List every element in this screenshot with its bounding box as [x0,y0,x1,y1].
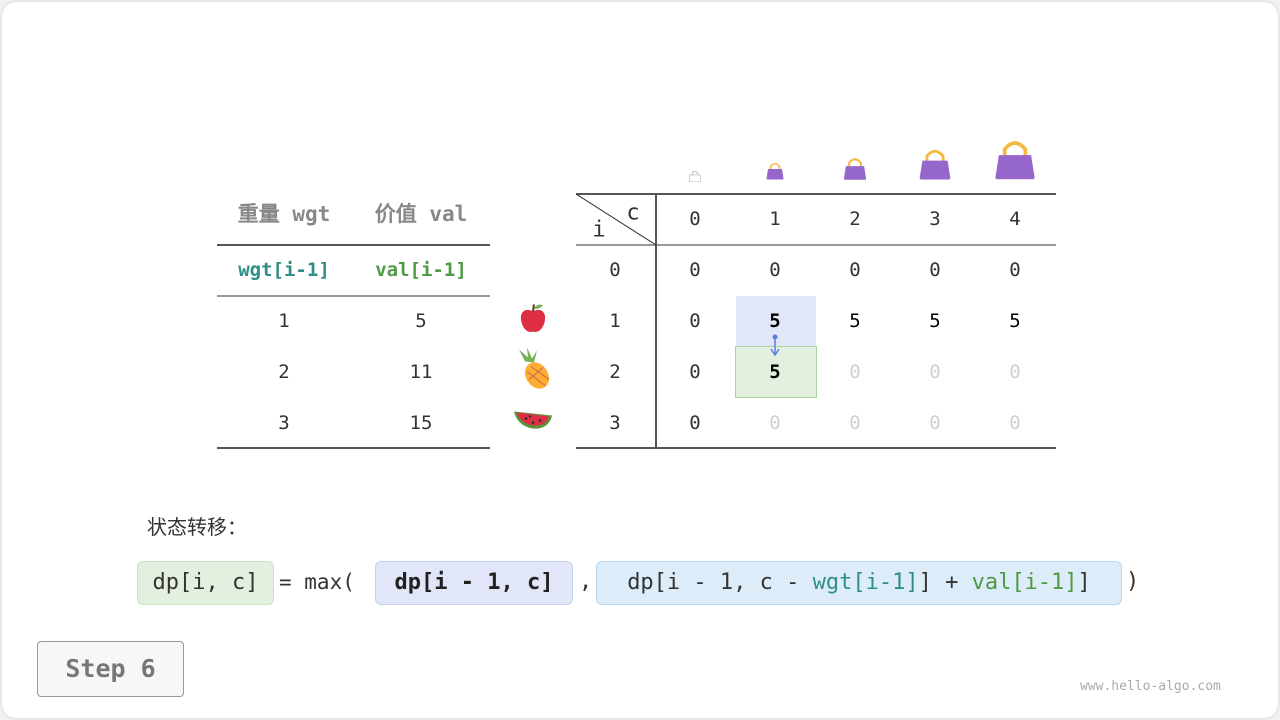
close-paren: ) [1126,569,1140,594]
watermark: www.hello-algo.com [1080,679,1221,694]
bag-empty-icon [688,167,702,186]
dp-cell: 0 [689,259,701,281]
dp-cell: 0 [849,259,861,281]
col-header: 1 [769,208,781,230]
arg2-wgt: wgt[i-1] [812,570,919,595]
row-header: 0 [609,259,621,281]
arrow-down-icon [770,334,780,357]
dp-cell: 0 [769,412,781,434]
dp-cell: 5 [769,361,781,383]
corner-diagonal [576,194,656,246]
comma: , [579,569,593,594]
subheader-wgt: wgt[i-1] [238,259,330,281]
dp-cell: 0 [689,361,701,383]
arg2-mid: ] + [918,570,972,595]
divider [217,295,490,297]
transition-label: 状态转移： [147,515,247,539]
item-weight: 1 [278,310,290,332]
watermelon-icon [512,406,554,441]
row-header: 3 [609,412,621,434]
divider [217,447,490,449]
item-weight: 2 [278,361,290,383]
divider [576,244,1056,246]
dp-cell: 5 [1009,310,1021,332]
col-header: 0 [689,208,701,230]
dp-cell: 0 [1009,361,1021,383]
dp-cell: 0 [689,412,701,434]
apple-icon [518,303,548,340]
bag-icon [992,139,1038,184]
divider [576,447,1056,449]
arg2-close-bracket: ] [1077,570,1091,595]
divider [217,244,490,246]
dp-cell: 0 [849,361,861,383]
item-value: 15 [409,412,433,434]
corner-row-label: i [592,217,606,243]
item-value: 11 [409,361,433,383]
dp-cell: 0 [849,412,861,434]
header-value: 价值 val [374,202,468,226]
arg2-prefix: dp[i - 1, c - [627,570,813,595]
header-weight: 重量 wgt [237,202,331,226]
subheader-val: val[i-1] [375,259,467,281]
dp-cell: 0 [769,259,781,281]
row-header: 1 [609,310,621,332]
col-header: 2 [849,208,861,230]
lhs-box: dp[i, c] [137,561,274,605]
dp-cell: 5 [849,310,861,332]
dp-cell: 0 [689,310,701,332]
arg2-box: dp[i - 1, c - wgt[i-1]] + val[i-1]] [596,561,1122,605]
step-button[interactable]: Step 6 [37,641,184,697]
arg2-val: val[i-1] [971,570,1078,595]
dp-cell: 0 [929,412,941,434]
dp-cell: 5 [769,310,781,332]
dp-cell: 5 [929,310,941,332]
eq-max: = max( [279,570,355,594]
divider [576,193,1056,195]
dp-cell: 0 [929,259,941,281]
bag-icon [765,162,785,184]
arg1-box: dp[i - 1, c] [375,561,573,605]
corner-col-label: c [626,200,640,226]
divider [655,194,657,448]
col-header: 3 [929,208,941,230]
dp-cell: 0 [1009,259,1021,281]
item-weight: 3 [278,412,290,434]
col-header: 4 [1009,208,1021,230]
bag-icon [842,157,868,184]
item-value: 5 [415,310,427,332]
dp-cell: 0 [1009,412,1021,434]
row-header: 2 [609,361,621,383]
dp-cell: 0 [929,361,941,383]
pineapple-icon [515,347,551,397]
bag-icon [917,148,953,184]
